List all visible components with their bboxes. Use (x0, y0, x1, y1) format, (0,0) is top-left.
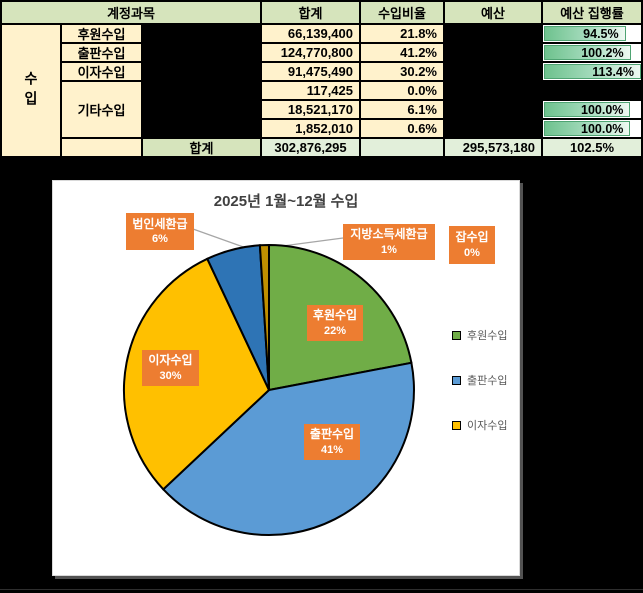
total-row-label[interactable]: 합계 (143, 139, 260, 156)
callout-label-misc-income: 잡수입 0% (449, 226, 495, 264)
row-execution-rate[interactable]: 100.0% (543, 120, 641, 137)
callout-label-local-income-tax-refund: 지방소득세환급 1% (343, 224, 435, 260)
legend-swatch-icon (452, 330, 461, 340)
row-execution-rate[interactable]: 94.5% (543, 25, 641, 42)
header-budget[interactable]: 예산 (445, 2, 541, 23)
header-income-ratio[interactable]: 수입비율 (361, 2, 443, 23)
slice-label-pct: 1% (381, 243, 397, 256)
row-ratio[interactable]: 41.2% (361, 44, 443, 61)
legend-label: 출판수입 (467, 375, 508, 387)
row-ratio[interactable]: 30.2% (361, 63, 443, 80)
slice-label-sponsor: 후원수입 22% (307, 305, 363, 341)
slice-label-pct: 0% (464, 246, 480, 259)
row-ratio[interactable]: 0.0% (361, 82, 443, 99)
row-label[interactable]: 후원수입 (62, 25, 141, 42)
row-ratio[interactable]: 6.1% (361, 101, 443, 118)
row-label[interactable]: 출판수입 (62, 44, 141, 61)
sheet-row-gridline (0, 589, 643, 590)
hidden-budget-column (445, 25, 541, 137)
execution-databar: 100.2% (544, 45, 631, 60)
slice-label-interest: 이자수입 30% (142, 350, 199, 386)
row-ratio[interactable]: 21.8% (361, 25, 443, 42)
row-amount[interactable]: 66,139,400 (262, 25, 359, 42)
row-amount[interactable]: 117,425 (262, 82, 359, 99)
slice-label-name: 지방소득세환급 (350, 227, 428, 242)
slice-label-pct: 30% (159, 369, 182, 382)
row-execution-rate[interactable]: 100.0% (543, 101, 641, 118)
pie-slices (122, 243, 415, 537)
row-amount[interactable]: 91,475,490 (262, 63, 359, 80)
row-amount[interactable]: 124,770,800 (262, 44, 359, 61)
legend-item-interest: 이자수입 (452, 417, 507, 433)
chart-title: 2025년 1월~12월 수입 (213, 193, 359, 210)
execution-databar: 94.5% (544, 26, 626, 41)
callout-label-corporate-tax-refund: 법인세환급 6% (126, 213, 194, 250)
row-label-etc[interactable]: 기타수입 (62, 82, 141, 137)
row-ratio[interactable]: 0.6% (361, 120, 443, 137)
execution-databar: 100.0% (544, 121, 631, 136)
slice-label-pct: 22% (323, 324, 347, 337)
pie-chart-object[interactable]: 2025년 1월~12월 수입 후원수입 22% 출판수입 41% 이자수입 3… (52, 180, 520, 576)
execution-databar: 113.4% (544, 64, 641, 79)
leader-line-corptax (192, 228, 250, 250)
category-income-cell[interactable]: 수입 (2, 25, 60, 156)
row-label[interactable]: 이자수입 (62, 63, 141, 80)
header-account-title[interactable]: 계정과목 (2, 2, 260, 23)
header-budget-execution[interactable]: 예산 집행률 (543, 2, 641, 23)
legend-swatch-icon (452, 420, 461, 430)
income-summary-table: 계정과목 합계 수입비율 예산 예산 집행률 수입 후원수입 66,139,40… (0, 0, 643, 158)
legend-label: 이자수입 (467, 420, 508, 432)
slice-label-name: 후원수입 (312, 308, 358, 323)
legend-item-publishing: 출판수입 (452, 372, 507, 388)
slice-label-name: 이자수입 (148, 353, 193, 368)
slice-label-pct: 41% (320, 443, 344, 456)
total-execution-rate[interactable]: 102.5% (543, 139, 641, 156)
slice-label-name: 출판수입 (309, 427, 355, 442)
row-amount[interactable]: 18,521,170 (262, 101, 359, 118)
row-execution-rate-empty (543, 82, 641, 99)
hidden-detail-column (143, 25, 260, 137)
total-ratio-empty (361, 139, 443, 156)
legend-swatch-icon (452, 375, 461, 385)
row-amount[interactable]: 1,852,010 (262, 120, 359, 137)
header-total[interactable]: 합계 (262, 2, 359, 23)
slice-label-publishing: 출판수입 41% (304, 424, 360, 460)
slice-label-pct: 6% (152, 233, 168, 246)
slice-label-name: 법인세환급 (132, 216, 188, 231)
total-amount[interactable]: 302,876,295 (262, 139, 359, 156)
total-row-spacer (62, 139, 141, 156)
legend-item-sponsor: 후원수입 (452, 327, 507, 343)
execution-databar: 100.0% (544, 102, 631, 117)
row-execution-rate[interactable]: 113.4% (543, 63, 641, 80)
total-budget[interactable]: 295,573,180 (445, 139, 541, 156)
row-execution-rate[interactable]: 100.2% (543, 44, 641, 61)
slice-label-name: 잡수입 (455, 230, 489, 245)
chart-legend: 후원수입 출판수입 이자수입 (452, 327, 507, 433)
legend-label: 후원수입 (467, 330, 508, 342)
